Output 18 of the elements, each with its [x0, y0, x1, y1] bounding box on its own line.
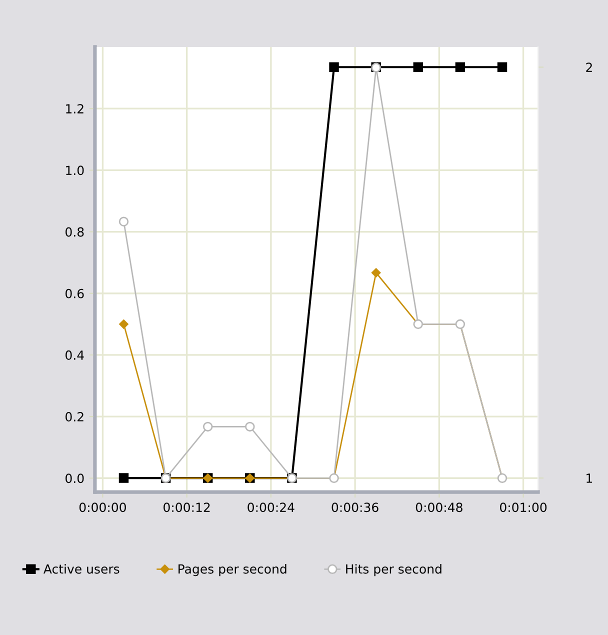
y-tick-label: 1.2: [66, 104, 84, 114]
y2-tick-label: 1: [586, 474, 592, 483]
x-tick-label: 0:00:24: [248, 502, 294, 512]
y-tick-label: 0.6: [66, 288, 84, 298]
x-tick-label: 0:00:36: [332, 502, 378, 512]
y-tick-label: 0.0: [66, 474, 84, 484]
y-tick-label: 0.2: [66, 412, 84, 422]
y-tick-label: 0.8: [66, 227, 84, 237]
y-tick-label: 1.0: [66, 166, 84, 176]
y2-tick-label: 2: [586, 62, 592, 72]
y-tick-label: 0.4: [66, 350, 84, 360]
legend-label: Hits per second: [346, 564, 442, 576]
x-tick-label: 0:00:00: [79, 502, 126, 512]
legend-label: Pages per second: [178, 564, 286, 576]
legend-label: Active users: [44, 564, 120, 574]
x-tick-label: 0:00:12: [164, 502, 210, 512]
x-tick-label: 0:01:00: [500, 502, 547, 512]
x-tick-label: 0:00:48: [416, 502, 462, 512]
